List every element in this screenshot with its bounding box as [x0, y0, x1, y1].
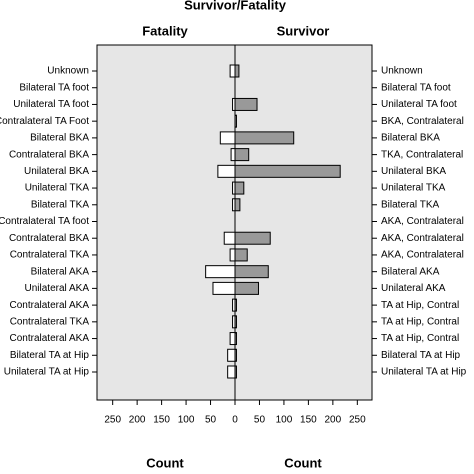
y-tick-label: TKA, Contralateral: [381, 149, 463, 160]
chart-title: Survivor/Fatality: [184, 0, 287, 12]
bar: [234, 131, 295, 145]
bar: [219, 131, 236, 145]
bar: [234, 114, 237, 128]
y-tick-label: TA at Hip, Contral: [381, 300, 459, 311]
x-tick-label: 250: [349, 415, 366, 426]
bar: [234, 332, 237, 346]
bar: [234, 231, 271, 245]
y-tick-label: Unilateral BKA: [24, 166, 89, 177]
y-tick-label: Contralateral TKA: [10, 316, 90, 327]
y-tick-label: Bilateral TKA: [381, 199, 440, 210]
bar: [234, 181, 245, 195]
bar: [234, 148, 250, 162]
y-tick-label: Contralateral TA foot: [0, 216, 89, 227]
y-tick-label: Bilateral TA foot: [19, 82, 89, 93]
bar: [229, 248, 236, 262]
y-tick-label: Contralateral BKA: [9, 149, 89, 160]
y-tick-label: Bilateral TA foot: [381, 82, 451, 93]
y-tick-label: Unknown: [381, 66, 423, 77]
bar: [234, 298, 237, 312]
bar: [227, 365, 236, 379]
bar: [230, 148, 236, 162]
bar: [229, 64, 236, 78]
y-tick-label: Contralateral TKA: [10, 250, 90, 261]
x-tick-label: 150: [300, 415, 317, 426]
y-tick-label: Unilateral TKA: [25, 183, 90, 194]
bar: [229, 332, 236, 346]
bar: [223, 231, 236, 245]
y-tick-label: TA at Hip, Contral: [381, 333, 459, 344]
y-tick-label: AKA, Contralateral: [381, 250, 464, 261]
y-tick-label: Unknown: [47, 66, 89, 77]
y-tick-label: Bilateral TKA: [31, 199, 90, 210]
y-tick-label: Bilateral TA at Hip: [381, 350, 461, 361]
x-tick-label: 200: [325, 415, 342, 426]
bar: [205, 265, 236, 279]
bar: [234, 198, 241, 212]
y-tick-label: Bilateral AKA: [381, 266, 440, 277]
x-tick-label: 100: [178, 415, 195, 426]
bar: [227, 348, 236, 362]
y-tick-label: Bilateral AKA: [31, 266, 90, 277]
legend-right: Survivor: [277, 23, 330, 38]
y-tick-label: Contralateral AKA: [10, 333, 90, 344]
y-tick-label: Unilateral BKA: [381, 166, 446, 177]
bar: [217, 164, 236, 178]
bar: [234, 164, 341, 178]
x-tick-label: 100: [276, 415, 293, 426]
x-axis-label: Count: [146, 455, 184, 470]
bar: [234, 315, 237, 329]
x-tick-label: 50: [205, 415, 217, 426]
y-tick-label: Bilateral BKA: [381, 133, 440, 144]
x-tick-label: 150: [153, 415, 170, 426]
y-tick-label: Unilateral TA foot: [13, 99, 89, 110]
y-tick-label: Unilateral TA foot: [381, 99, 457, 110]
y-tick-label: Unilateral TKA: [381, 183, 446, 194]
x-axis-label: Count: [284, 455, 322, 470]
y-tick-label: Contralateral TA Foot: [0, 116, 89, 127]
y-tick-label: Unilateral TA at Hip: [4, 367, 90, 378]
x-tick-label: 50: [254, 415, 266, 426]
y-tick-label: BKA, Contralateral: [381, 116, 464, 127]
y-tick-label: Unilateral AKA: [25, 283, 90, 294]
y-tick-label: Unilateral TA at Hip: [381, 367, 467, 378]
y-tick-label: Bilateral TA at Hip: [10, 350, 90, 361]
legend-left: Fatality: [142, 23, 188, 38]
y-tick-label: Bilateral BKA: [30, 133, 89, 144]
y-tick-label: AKA, Contralateral: [381, 216, 464, 227]
bar: [234, 348, 237, 362]
y-tick-label: TA at Hip, Contral: [381, 316, 459, 327]
bar: [234, 248, 248, 262]
bar: [234, 265, 269, 279]
bar: [234, 281, 259, 295]
x-tick-label: 250: [104, 415, 121, 426]
x-tick-label: 0: [232, 415, 238, 426]
bar: [234, 64, 240, 78]
bar: [234, 365, 237, 379]
bar: [234, 97, 258, 111]
x-tick-label: 200: [129, 415, 146, 426]
y-tick-label: Contralateral BKA: [9, 233, 89, 244]
y-tick-label: AKA, Contralateral: [381, 233, 464, 244]
y-tick-label: Contralateral AKA: [10, 300, 90, 311]
y-tick-label: Unilateral AKA: [381, 283, 446, 294]
bar: [212, 281, 236, 295]
